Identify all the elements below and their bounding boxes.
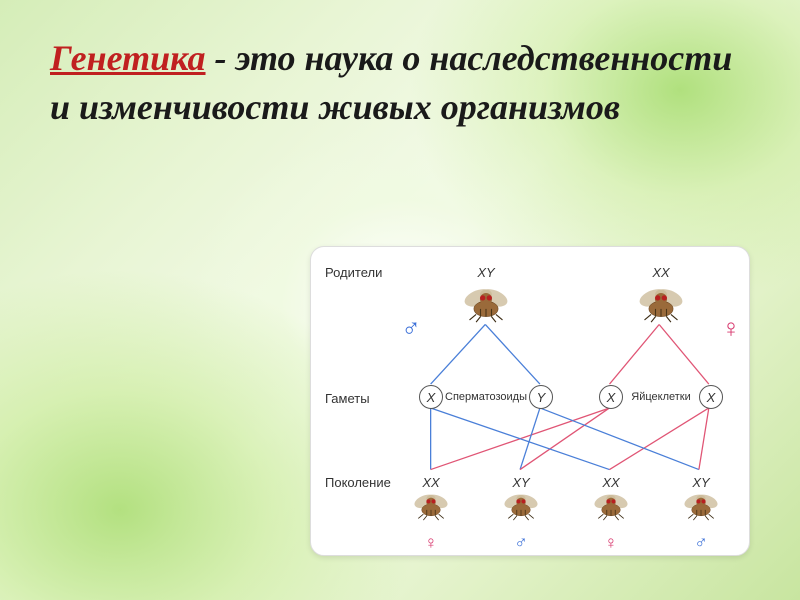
offspring-fly-0 [408, 491, 454, 527]
offspring-sex-symbol-0: ♀ [424, 533, 438, 554]
offspring-genotype-1: XY [512, 475, 529, 490]
offspring-fly-3 [678, 491, 724, 527]
offspring-fly-1 [498, 491, 544, 527]
offspring-genotype-3: XY [692, 475, 709, 490]
offspring-sex-symbol-1: ♂ [514, 533, 528, 554]
row-label-generation: Поколение [325, 475, 391, 490]
offspring-genotype-0: XX [422, 475, 439, 490]
inheritance-diagram: РодителиГаметыПоколениеXY XX ♂♀XYXXСперм… [310, 246, 750, 556]
row-label-gametes: Гаметы [325, 391, 370, 406]
offspring-sex-symbol-2: ♀ [604, 533, 618, 554]
offspring-fly-2 [588, 491, 634, 527]
gamete-label-egg: Яйцеклетки [631, 391, 691, 403]
parent-genotype-1: XX [652, 265, 669, 280]
parent-genotype-0: XY [477, 265, 494, 280]
headline: Генетика - это наука о наследственности … [50, 34, 740, 131]
row-label-parents: Родители [325, 265, 382, 280]
headline-term: Генетика [50, 38, 206, 78]
offspring-genotype-2: XX [602, 475, 619, 490]
parent-fly-0 [456, 285, 515, 330]
parent-sex-symbol-1: ♀ [721, 314, 741, 344]
gamete-3: X [699, 385, 723, 409]
offspring-sex-symbol-3: ♂ [694, 533, 708, 554]
gamete-label-sperm: Сперматозоиды [445, 391, 527, 403]
parent-fly-1 [631, 285, 690, 330]
parent-sex-symbol-0: ♂ [401, 314, 421, 344]
gamete-1: Y [529, 385, 553, 409]
gamete-2: X [599, 385, 623, 409]
gamete-0: X [419, 385, 443, 409]
